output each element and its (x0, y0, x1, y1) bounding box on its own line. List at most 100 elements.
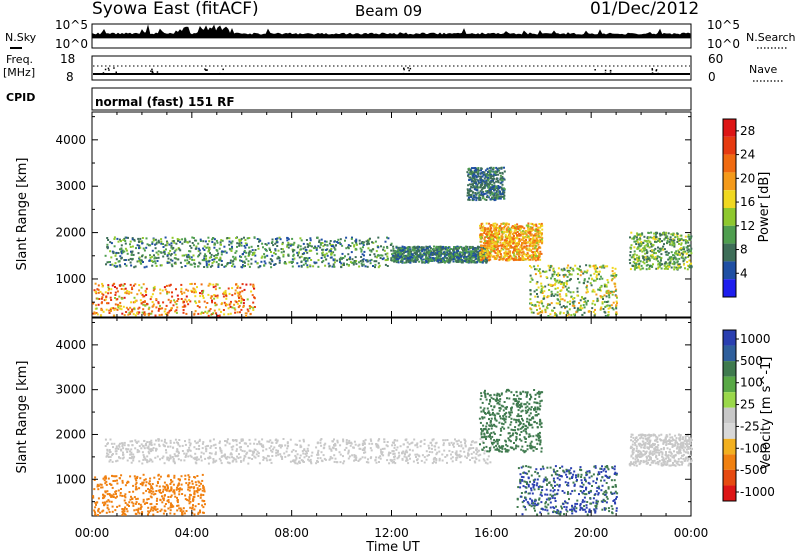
scatter-cell (361, 449, 364, 451)
scatter-cell (488, 259, 490, 262)
scatter-cell (197, 250, 200, 253)
scatter-cell (636, 247, 639, 250)
scatter-cell (142, 308, 145, 311)
scatter-cell (309, 244, 312, 247)
scatter-cell (222, 250, 225, 253)
scatter-cell (439, 261, 442, 264)
scatter-cell (199, 262, 202, 265)
scatter-cell (446, 259, 449, 262)
scatter-cell (398, 248, 401, 251)
scatter-cell (509, 232, 511, 235)
scatter-cell (519, 257, 522, 260)
scatter-cell (537, 243, 540, 246)
scatter-cell (402, 249, 405, 252)
scatter-cell (242, 304, 245, 307)
scatter-cell (124, 263, 126, 266)
scatter-cell (463, 259, 466, 262)
scatter-cell (662, 232, 665, 235)
scatter-cell (520, 246, 523, 249)
scatter-cell (540, 242, 543, 245)
scatter-cell (308, 456, 311, 459)
scatter-cell (466, 248, 468, 250)
scatter-cell (563, 282, 565, 285)
scatter-cell (408, 454, 410, 457)
scatter-cell (258, 238, 261, 241)
scatter-cell (370, 250, 373, 253)
scatter-cell (122, 251, 125, 254)
scatter-cell (220, 263, 223, 266)
scatter-cell (253, 236, 256, 239)
scatter-cell (476, 192, 479, 195)
scatter-cell (103, 299, 106, 302)
scatter-cell (593, 264, 595, 267)
scatter-cell (129, 306, 132, 309)
scatter-cell (559, 303, 561, 306)
scatter-cell (198, 440, 201, 442)
scatter-cell (119, 307, 122, 310)
scatter-cell (100, 307, 103, 310)
scatter-cell (185, 312, 188, 315)
scatter-cell (538, 230, 541, 233)
scatter-cell (170, 263, 173, 266)
scatter-cell (543, 290, 546, 293)
scatter-cell (501, 195, 504, 198)
scatter-cell (279, 238, 282, 241)
scatter-cell (505, 231, 508, 234)
scatter-cell (531, 240, 534, 243)
scatter-cell (324, 264, 327, 267)
scatter-cell (317, 449, 320, 452)
scatter-cell (194, 458, 197, 461)
scatter-cell (95, 312, 98, 314)
scatter-cell (482, 193, 485, 196)
scatter-cell (493, 192, 496, 195)
scatter-cell (247, 310, 250, 313)
scatter-cell (483, 227, 486, 230)
scatter-cell (686, 240, 689, 243)
scatter-cell (671, 234, 674, 237)
scatter-cell (642, 247, 645, 250)
scatter-cell (536, 251, 539, 254)
scatter-cell (410, 252, 413, 255)
scatter-cell (191, 242, 194, 244)
scatter-cell (137, 240, 140, 243)
scatter-cell (659, 248, 662, 251)
scatter-cell (134, 299, 137, 302)
scatter-cell (174, 253, 177, 256)
scatter-cell (161, 307, 164, 310)
scatter-cell (479, 198, 482, 201)
scatter-cell (495, 180, 498, 183)
freq-dot (657, 72, 659, 75)
scatter-cell (461, 251, 464, 254)
scatter-cell (612, 301, 615, 304)
scatter-cell (490, 192, 493, 195)
scatter-cell (190, 263, 193, 266)
scatter-cell (362, 241, 365, 244)
scatter-cell (556, 294, 559, 297)
scatter-cell (231, 265, 233, 268)
scatter-cell (220, 239, 223, 242)
scatter-cell (531, 238, 534, 241)
scatter-cell (162, 301, 165, 304)
scatter-cell (393, 452, 396, 455)
scatter-cell (106, 237, 109, 239)
scatter-cell (111, 263, 114, 266)
nsky-tick-bottom-left: 10^0 (55, 37, 88, 51)
scatter-cell (554, 287, 557, 290)
scatter-cell (561, 269, 564, 272)
scatter-cell (310, 259, 313, 261)
scatter-cell (236, 302, 239, 305)
scatter-cell (480, 172, 483, 175)
scatter-cell (372, 241, 375, 244)
scatter-cell (529, 232, 532, 235)
scatter-cell (127, 292, 130, 295)
scatter-cell (445, 246, 448, 249)
scatter-cell (329, 249, 332, 252)
scatter-cell (355, 242, 358, 245)
scatter-cell (549, 284, 552, 287)
scatter-cell (521, 247, 524, 250)
scatter-cell (107, 286, 110, 289)
scatter-cell (178, 238, 181, 241)
date-label: 01/Dec/2012 (590, 0, 699, 19)
scatter-cell (176, 306, 179, 309)
